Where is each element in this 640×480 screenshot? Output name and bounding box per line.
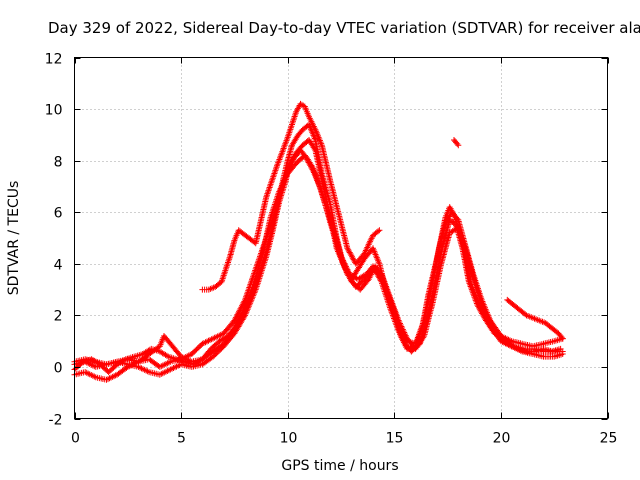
y-tick-label: 4 [54,258,63,274]
series-track-f [451,137,462,149]
grid [74,57,608,419]
y-tick-label: 6 [54,206,63,222]
x-tick-label: 10 [280,431,298,447]
x-tick-label: 5 [177,431,186,447]
point-markers [451,137,462,149]
point-markers [71,137,566,378]
x-axis-label: GPS time / hours [281,458,398,474]
y-axis-label: SDTVAR / TECUs [6,181,22,296]
series-track-b [71,137,566,378]
plot-frame [74,57,608,419]
y-tick-label: -2 [49,413,63,429]
y-tick-label: 10 [45,103,63,119]
x-tick-label: 25 [600,431,618,447]
axis-ticks [74,57,609,420]
point-markers [199,100,383,293]
y-tick-labels: -2 0 2 4 6 8 10 12 [45,52,63,429]
x-tick-label: 15 [386,431,404,447]
chart-title: Day 329 of 2022, Sidereal Day-to-day VTE… [48,19,640,37]
series-track-e [199,100,383,293]
point-markers [504,296,566,342]
point-markers [71,152,564,376]
x-tick-labels: 0 5 10 15 20 25 [71,431,617,447]
y-tick-label: 2 [54,309,63,325]
y-tick-label: 0 [54,361,63,377]
x-tick-label: 20 [493,431,511,447]
data-points [71,100,566,383]
series-track-g [504,296,566,342]
y-tick-label: 8 [54,155,63,171]
x-tick-label: 0 [71,431,80,447]
series-track-d [71,152,564,376]
y-tick-label: 12 [45,52,63,68]
